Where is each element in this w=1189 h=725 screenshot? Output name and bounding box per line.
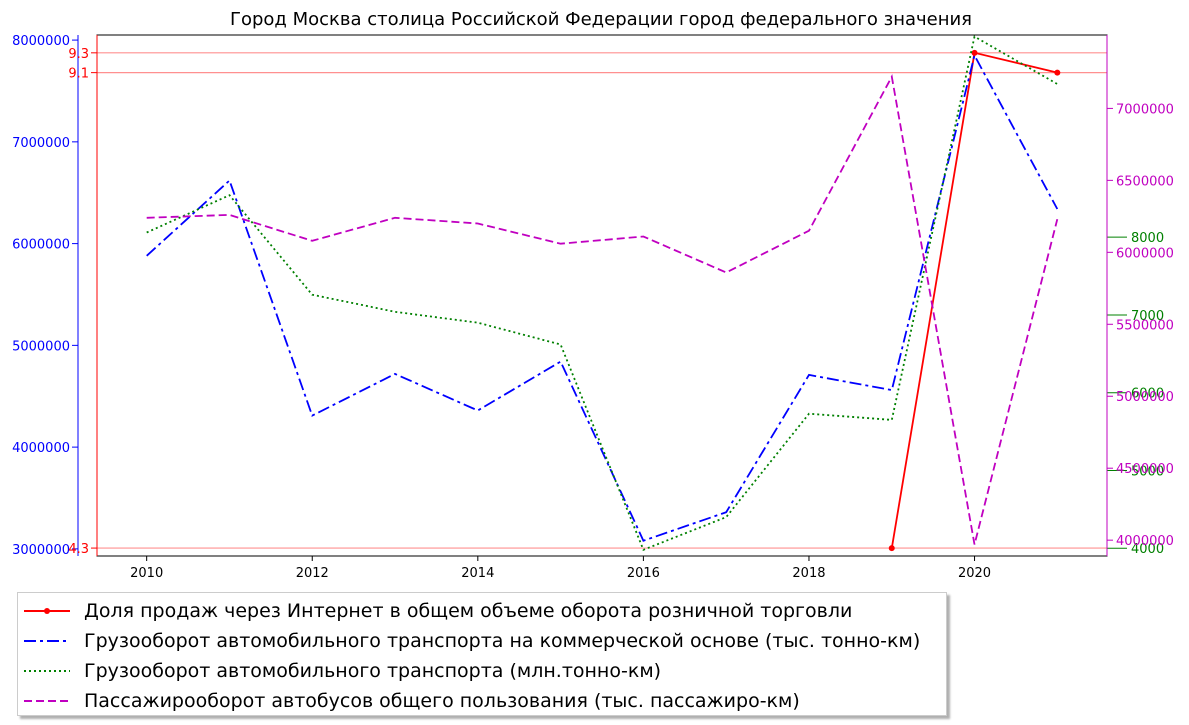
left-tick-label: 5000000 — [12, 339, 70, 354]
chart-title: Город Москва столица Российской Федераци… — [230, 9, 972, 30]
legend: Доля продаж через Интернет в общем объем… — [17, 592, 947, 716]
data-point — [888, 545, 895, 552]
right_magenta-tick-label: 4500000 — [1116, 462, 1174, 477]
legend-label: Грузооборот автомобильного транспорта (м… — [84, 660, 662, 682]
left-axis: 3000000 4000000 5000000 6000000 7000000 80000… — [12, 34, 79, 558]
right_green-tick-label: 8000 — [1131, 231, 1164, 246]
data-point — [1054, 69, 1061, 76]
legend-label: Доля продаж через Интернет в общем объем… — [84, 600, 853, 622]
right_green-tick-label: 5000 — [1131, 464, 1164, 479]
x-tick-label: 2014 — [461, 566, 494, 581]
legend-label: Пассажирооборот автобусов общего пользов… — [84, 690, 800, 712]
series-line-2 — [146, 35, 1058, 551]
x-axis: 2010 2012 2014 2016 2018 2020 — [130, 556, 991, 581]
right_magenta-tick-label: 6500000 — [1116, 174, 1174, 189]
left-tick-label: 4000000 — [12, 441, 70, 456]
right_magenta-tick-label: 4000000 — [1116, 534, 1174, 549]
right_green-tick-label: 7000 — [1131, 309, 1164, 324]
right_magenta-tick-label: 5500000 — [1116, 318, 1174, 333]
plot-frame — [96, 34, 1108, 557]
right_green-tick-label: 6000 — [1131, 387, 1164, 402]
left-tick-label: 3000000 — [12, 543, 70, 558]
right-magenta-axis: 4000000 4500000 5000000 5500000 6000000 65000… — [1106, 35, 1174, 556]
red_left-tick-label: 4.3 — [68, 542, 89, 557]
x-tick-label: 2018 — [792, 566, 825, 581]
left-tick-label: 8000000 — [12, 34, 70, 49]
reference-lines — [97, 52, 1107, 549]
legend-swatch-green — [24, 670, 70, 672]
legend-item: Пассажирооборот автобусов общего пользов… — [18, 686, 800, 716]
x-tick-label: 2016 — [627, 566, 660, 581]
red_left-tick-label: 9.1 — [68, 67, 89, 82]
series-layer — [146, 35, 1061, 552]
x-tick-label: 2020 — [958, 566, 991, 581]
legend-swatch-blue — [24, 640, 70, 642]
right_magenta-tick-label: 6000000 — [1116, 246, 1174, 261]
legend-item: Грузооборот автомобильного транспорта на… — [18, 626, 920, 656]
series-line-1 — [146, 52, 1059, 542]
data-point — [971, 49, 978, 56]
x-tick-label: 2010 — [130, 566, 163, 581]
x-tick-label: 2012 — [296, 566, 329, 581]
left-tick-label: 7000000 — [12, 136, 70, 151]
legend-item: Грузооборот автомобильного транспорта (м… — [18, 656, 661, 686]
right_magenta-tick-label: 7000000 — [1116, 102, 1174, 117]
right_magenta-tick-label: 5000000 — [1116, 390, 1174, 405]
legend-item: Доля продаж через Интернет в общем объем… — [18, 596, 852, 626]
series-line-3 — [146, 73, 1059, 545]
red-left-axis: 4.3 9.1 9.3 — [68, 35, 98, 557]
series-line-0 — [890, 51, 1058, 549]
right_green-tick-label: 4000 — [1131, 542, 1164, 557]
red_left-tick-label: 9.3 — [68, 47, 89, 62]
left-tick-label: 6000000 — [12, 238, 70, 253]
legend-swatch-red — [24, 608, 70, 614]
legend-swatch-magenta — [24, 700, 70, 702]
legend-label: Грузооборот автомобильного транспорта на… — [84, 630, 921, 652]
